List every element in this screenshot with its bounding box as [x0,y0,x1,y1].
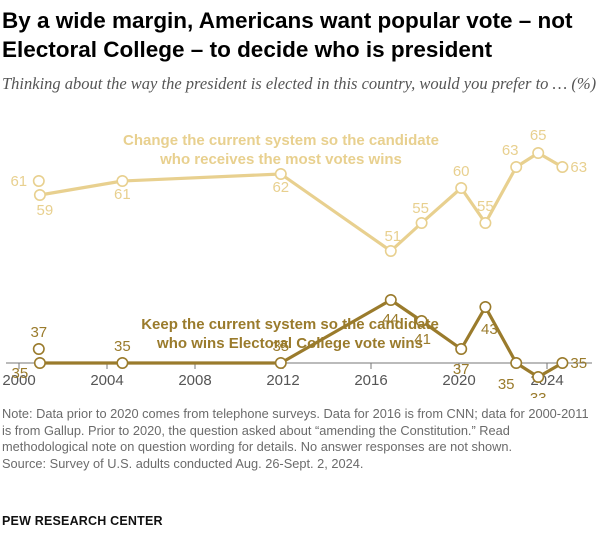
x-tick-label-2004: 2004 [90,372,123,389]
data-point [455,182,468,195]
data-point [384,245,397,258]
data-point [510,357,523,370]
data-label: 60 [453,163,470,180]
data-point [116,174,129,187]
data-label: 35 [498,376,515,393]
data-label: 61 [114,186,131,203]
data-point [33,357,46,370]
series-label-2: Keep the current system so the candidate [141,316,439,333]
series-label-1: Change the current system so the candida… [123,132,439,149]
x-tick-label-2008: 2008 [178,372,211,389]
data-point [415,315,428,328]
data-label: 35 [12,365,29,382]
data-label: 63 [570,159,587,176]
chart-notes: Note: Data prior to 2020 comes from tele… [2,406,592,472]
source-text: Source: Survey of U.S. adults conducted … [2,455,364,471]
x-tick-label-2020: 2020 [442,372,475,389]
series-label-2: who wins Electoral College vote wins [156,335,423,352]
data-label: 55 [477,198,494,215]
data-label: 35 [114,338,131,355]
series-label-1: who receives the most votes wins [159,151,402,168]
data-point [384,294,397,307]
data-label: 41 [414,331,431,348]
x-tick-label-2000: 2000 [2,372,35,389]
data-point [532,371,545,384]
data-label: 59 [37,202,54,219]
data-label: 55 [412,200,429,217]
data-point [415,217,428,230]
data-point [33,189,46,202]
data-label: 35 [570,355,587,372]
data-point [32,174,45,187]
x-tick-label-2016: 2016 [354,372,387,389]
data-label: 44 [382,311,399,328]
series-line-1 [38,151,565,253]
pew-logo: PEW RESEARCH CENTER [2,514,163,528]
data-label: 33 [530,390,547,398]
data-label: 35 [272,338,289,355]
data-point [32,343,45,356]
data-point [479,301,492,314]
data-label: 61 [10,173,27,190]
data-point [556,357,569,370]
x-tick-label-2012: 2012 [266,372,299,389]
note-text: Note: Data prior to 2020 comes from tele… [2,406,589,455]
series-line-2 [38,298,565,379]
data-label: 63 [502,142,519,159]
data-point [556,160,569,173]
data-label: 51 [384,228,401,245]
data-label: 65 [530,127,547,144]
data-label: 62 [272,179,289,196]
data-label: 37 [30,324,47,341]
data-label: 43 [481,321,498,338]
data-point [274,357,287,370]
data-point [532,146,545,159]
chart-title: By a wide margin, Americans want popular… [2,8,573,62]
data-point [510,160,523,173]
data-point [455,343,468,356]
chart-subtitle: Thinking about the way the president is … [2,74,597,93]
data-label: 37 [453,361,470,378]
data-point [479,217,492,230]
data-point [274,167,287,180]
data-point [116,357,129,370]
